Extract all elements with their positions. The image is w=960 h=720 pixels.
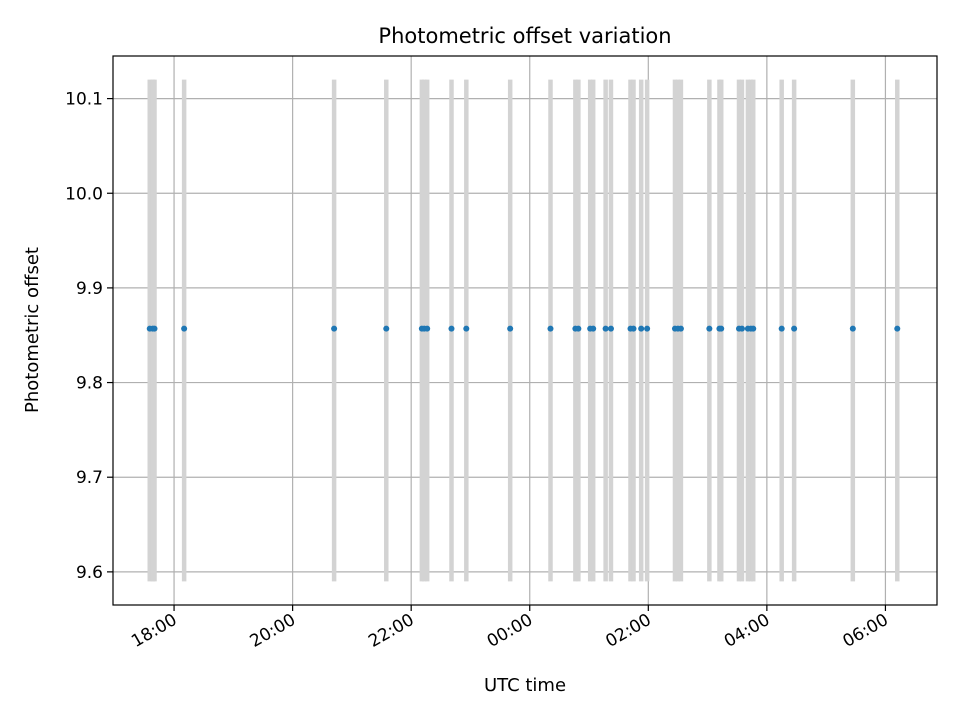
y-tick-label: 9.6 xyxy=(76,563,103,583)
data-point-30 xyxy=(738,325,745,332)
data-point-10 xyxy=(463,325,470,332)
data-point-26 xyxy=(706,325,713,332)
plot-frame xyxy=(112,55,938,606)
y-axis-title: Photometric offset xyxy=(22,247,43,413)
data-point-34 xyxy=(778,325,785,332)
x-axis-title: UTC time xyxy=(484,675,566,696)
data-point-3 xyxy=(181,325,188,332)
data-point-18 xyxy=(607,325,614,332)
data-point-8 xyxy=(424,325,431,332)
data-point-22 xyxy=(644,325,651,332)
y-axis: 9.6 9.7 9.8 9.9 10.0 10.1 xyxy=(65,90,113,583)
data-point-14 xyxy=(575,325,582,332)
y-tick-label: 9.7 xyxy=(76,468,103,488)
data-point-17 xyxy=(602,325,609,332)
y-tick-label: 9.8 xyxy=(76,374,103,394)
data-points xyxy=(146,325,901,332)
data-point-4 xyxy=(331,325,338,332)
data-point-11 xyxy=(507,325,514,332)
data-point-21 xyxy=(638,325,645,332)
y-tick-label: 10.0 xyxy=(65,184,103,204)
data-point-33 xyxy=(750,325,757,332)
data-point-37 xyxy=(894,325,901,332)
y-tick-label: 9.9 xyxy=(76,279,103,299)
data-point-36 xyxy=(849,325,856,332)
data-point-16 xyxy=(590,325,597,332)
data-point-25 xyxy=(677,325,684,332)
y-tick-label: 10.1 xyxy=(65,90,103,110)
chart-title: Photometric offset variation xyxy=(378,24,671,48)
data-point-28 xyxy=(718,325,725,332)
data-point-35 xyxy=(791,325,798,332)
data-point-20 xyxy=(630,325,637,332)
data-point-2 xyxy=(151,325,158,332)
data-point-9 xyxy=(448,325,455,332)
data-point-5 xyxy=(383,325,390,332)
data-point-12 xyxy=(547,325,554,332)
